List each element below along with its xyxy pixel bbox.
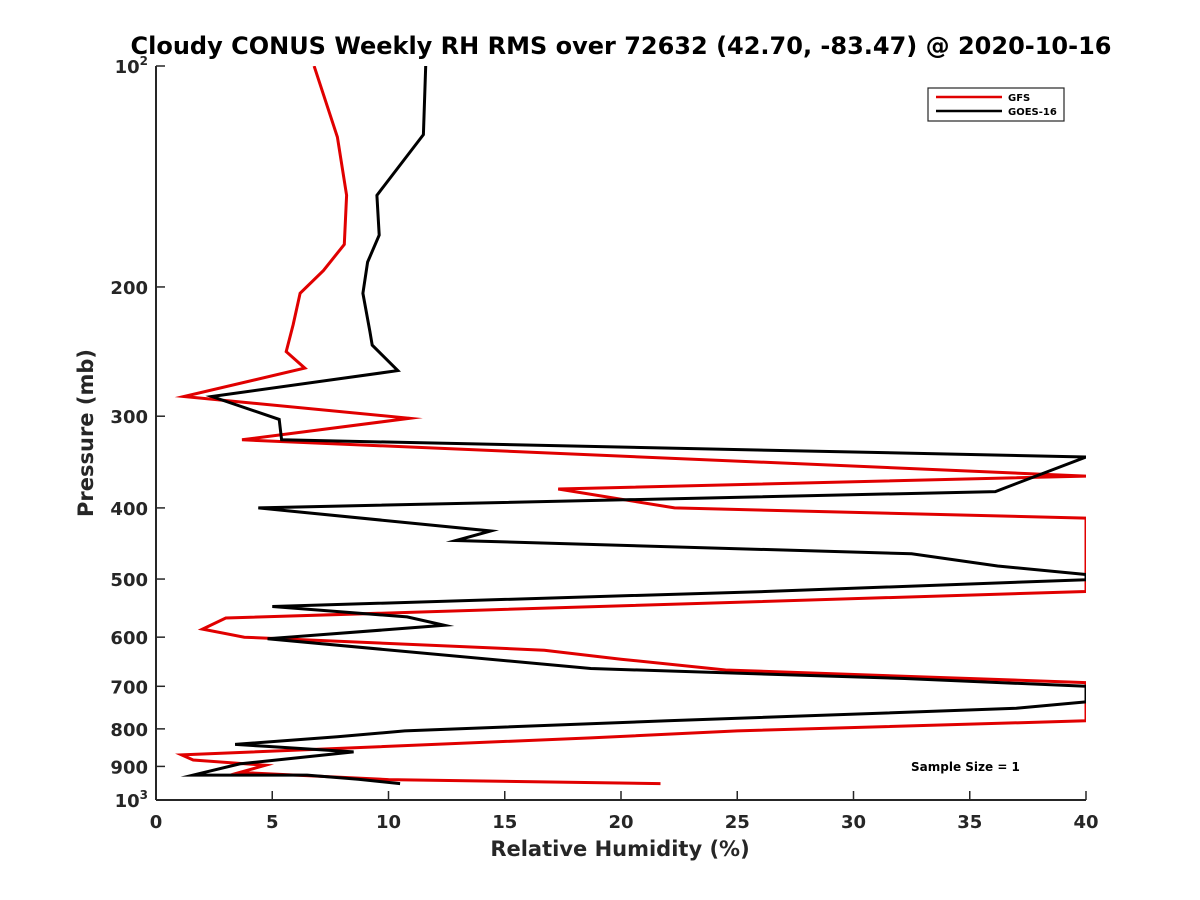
series-line-goes16 bbox=[180, 66, 1086, 786]
x-tick-label: 25 bbox=[725, 812, 750, 833]
y-tick-label: 900 bbox=[110, 757, 148, 778]
y-tick-label: 103 bbox=[115, 788, 148, 812]
y-tick-label: 400 bbox=[110, 499, 148, 520]
y-tick-label: 500 bbox=[110, 570, 148, 591]
plot-area: 0 5 10 15 20 25 30 35 40 102 200 300 400 500 600 700 80… bbox=[110, 54, 1098, 833]
x-ticks: 0 5 10 15 20 25 30 35 40 bbox=[150, 791, 1099, 833]
y-tick-label: 200 bbox=[110, 278, 148, 299]
y-tick-label: 300 bbox=[110, 407, 148, 428]
x-tick-label: 40 bbox=[1073, 812, 1098, 833]
x-tick-label: 15 bbox=[492, 812, 517, 833]
x-tick-label: 10 bbox=[376, 812, 401, 833]
y-tick-label: 700 bbox=[110, 677, 148, 698]
y-tick-label: 600 bbox=[110, 628, 148, 649]
x-tick-label: 30 bbox=[841, 812, 866, 833]
chart-title: Cloudy CONUS Weekly RH RMS over 72632 (4… bbox=[131, 32, 1112, 60]
x-tick-label: 0 bbox=[150, 812, 163, 833]
y-tick-label: 800 bbox=[110, 720, 148, 741]
y-axis-label: Pressure (mb) bbox=[74, 349, 98, 517]
x-tick-label: 35 bbox=[957, 812, 982, 833]
x-axis-label: Relative Humidity (%) bbox=[490, 837, 749, 861]
legend-label-gfs: GFS bbox=[1008, 93, 1030, 104]
legend-box bbox=[927, 87, 1065, 122]
x-tick-label: 5 bbox=[266, 812, 279, 833]
y-tick-label: 102 bbox=[115, 54, 148, 78]
x-tick-label: 20 bbox=[608, 812, 633, 833]
series-group bbox=[174, 66, 1086, 786]
legend-label-goes16: GOES-16 bbox=[1008, 107, 1057, 118]
sample-size-annotation: Sample Size = 1 bbox=[911, 760, 1020, 774]
y-ticks: 102 200 300 400 500 600 700 800 900 103 bbox=[110, 54, 165, 812]
legend[interactable]: GFS GOES-16 bbox=[927, 87, 1065, 122]
